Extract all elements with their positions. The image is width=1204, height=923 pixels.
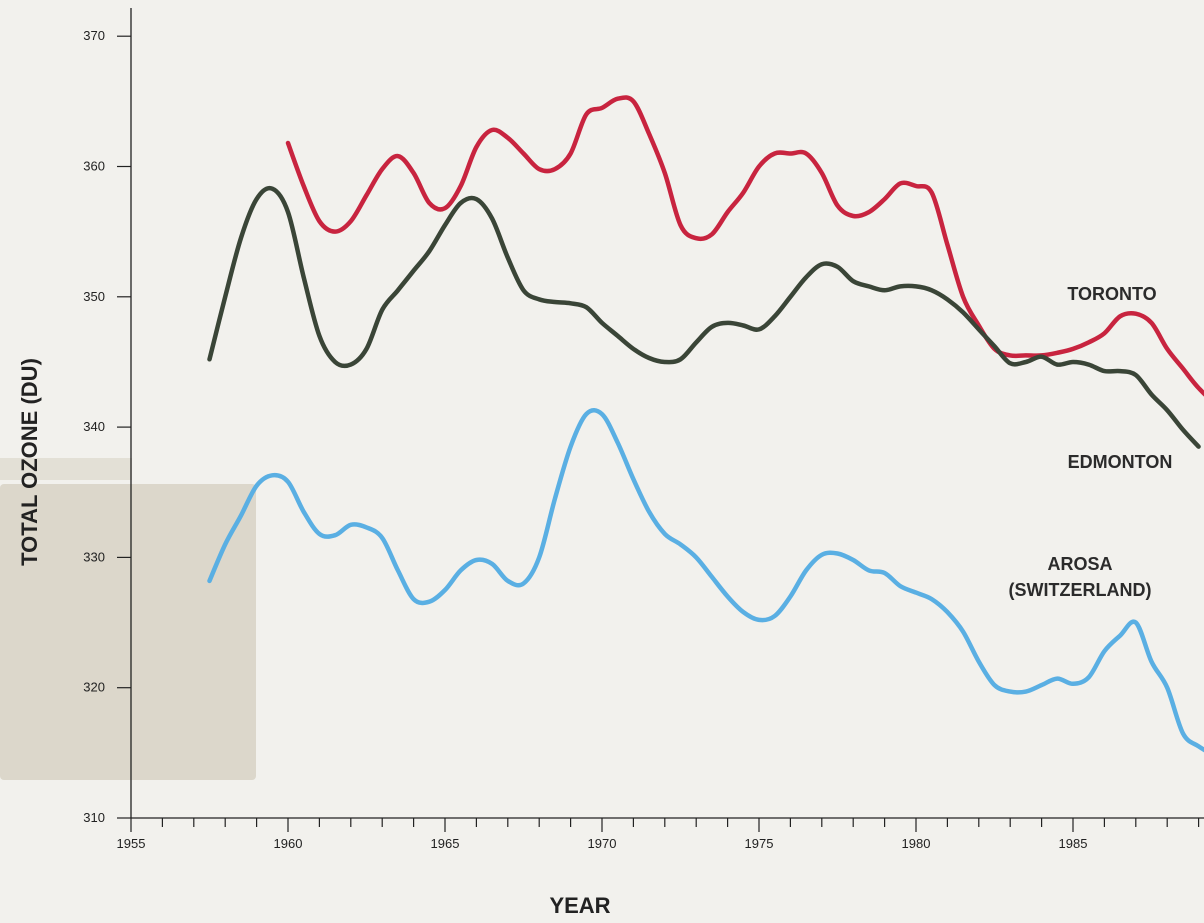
series-line-toronto xyxy=(285,95,1204,397)
y-tick-label: 360 xyxy=(83,159,105,174)
y-tick-label: 350 xyxy=(83,289,105,304)
series-label-arosa: AROSA xyxy=(1047,554,1112,574)
series-labels: TORONTO EDMONTON AROSA (SWITZERLAND) xyxy=(1009,284,1173,600)
series-line-edmonton xyxy=(207,185,1201,449)
series-label-toronto: TORONTO xyxy=(1067,284,1156,304)
y-tick-label: 330 xyxy=(83,549,105,564)
y-axis-title: TOTAL OZONE (DU) xyxy=(17,358,42,566)
series-label-edmonton: EDMONTON xyxy=(1068,452,1173,472)
series-line-arosa xyxy=(207,407,1204,753)
x-axis-title: YEAR xyxy=(549,893,610,918)
y-tick-label: 370 xyxy=(83,28,105,43)
series-layer xyxy=(207,95,1204,753)
x-tick-label: 1960 xyxy=(274,836,303,851)
tape-patch xyxy=(0,484,256,780)
series-label-arosa: (SWITZERLAND) xyxy=(1009,580,1152,600)
x-tick-label: 1985 xyxy=(1059,836,1088,851)
x-tick-label: 1970 xyxy=(588,836,617,851)
tape-strip-upper xyxy=(0,458,132,480)
ticks: 310 320 330 340 350 360 370 1955 1960 1965 1970 197… xyxy=(83,28,1200,851)
x-tick-label: 1955 xyxy=(117,836,146,851)
y-tick-label: 320 xyxy=(83,680,105,695)
x-tick-label: 1975 xyxy=(745,836,774,851)
x-tick-label: 1965 xyxy=(431,836,460,851)
y-tick-label: 310 xyxy=(83,810,105,825)
x-tick-label: 1980 xyxy=(902,836,931,851)
y-tick-label: 340 xyxy=(83,419,105,434)
axes xyxy=(130,8,1204,819)
